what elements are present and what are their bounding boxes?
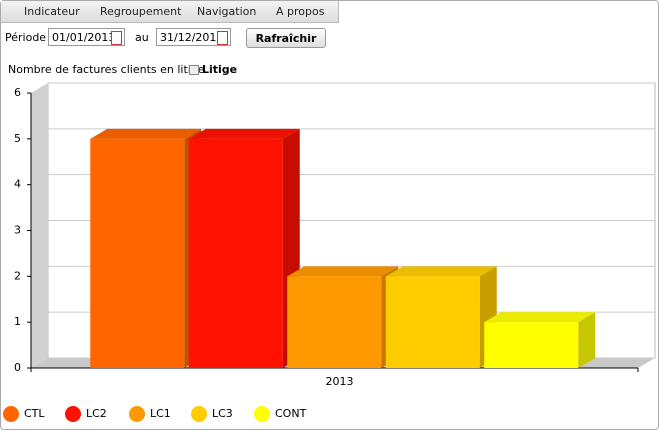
legend-label: LC1 [150,407,171,420]
legend-label: LC2 [86,407,107,420]
bar [287,276,382,368]
legend-swatch [191,406,207,422]
x-tick-label: 2013 [326,375,354,388]
date-to[interactable]: 31/12/2013 [156,28,231,46]
date-text: 31/12/2013 [160,31,224,44]
menu-item[interactable]: A propos [276,5,325,18]
period-label: Période [5,31,47,44]
y-tick-label: 0 [14,361,21,374]
menu-bar: Indicateur Regroupement Navigation A pro… [1,1,339,23]
y-tick-label: 5 [14,132,21,145]
bar-side [578,312,596,368]
bar [385,276,480,368]
calendar-icon[interactable] [217,31,228,45]
legend-swatch [65,406,81,422]
y-tick-label: 1 [14,315,21,328]
bar-top [385,266,497,277]
to-label: au [135,31,149,44]
menu-item[interactable]: Regroupement [100,5,182,18]
bar-top [188,128,300,139]
refresh-button[interactable]: Rafraîchir [246,28,326,48]
legend-swatch [129,406,145,422]
bar [188,138,283,368]
date-text: 01/01/2013 [52,31,116,44]
calendar-icon[interactable] [111,31,122,45]
legend-swatch [3,406,19,422]
date-from[interactable]: 01/01/2013 [48,28,125,46]
legend-label: CONT [275,407,307,420]
drill-link[interactable]: Litige [202,63,238,76]
menu-item[interactable]: Indicateur [24,5,80,18]
legend-swatch [254,406,270,422]
bar-top [90,128,202,139]
y-tick-label: 2 [14,269,21,282]
side-wall [31,83,48,368]
drill-icon[interactable] [189,65,199,75]
bar [90,138,185,368]
bar-top [287,266,399,277]
bar-top [484,312,596,323]
menu-item[interactable]: Navigation [197,5,257,18]
legend-label: CTL [24,407,45,420]
legend-label: LC3 [212,407,233,420]
chart-title: Nombre de factures clients en litige [8,63,205,76]
y-tick-label: 6 [14,86,21,99]
bar [484,322,579,368]
y-tick-label: 4 [14,178,21,191]
y-tick-label: 3 [14,224,21,237]
